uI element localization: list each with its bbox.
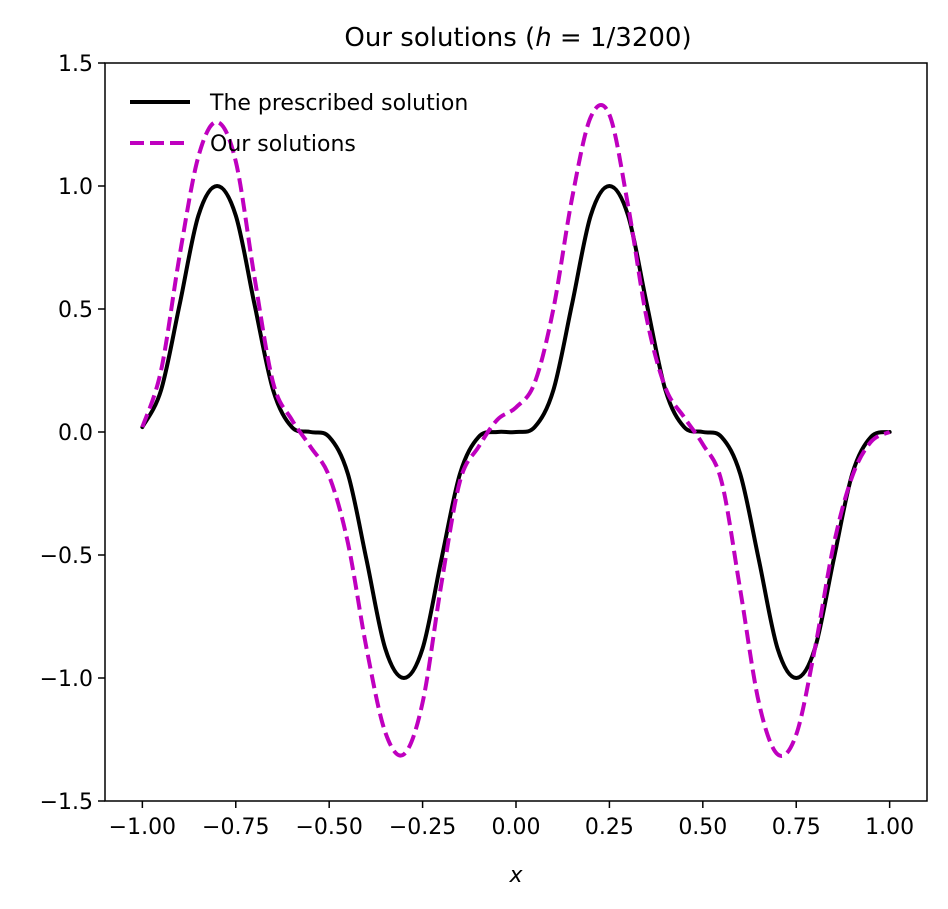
legend-label-2: Our solutions xyxy=(210,132,356,157)
x-tick-label: −0.25 xyxy=(389,815,456,840)
y-tick-label: −1.5 xyxy=(40,790,93,815)
y-tick-label: 0.5 xyxy=(58,298,93,323)
x-tick-label: 0.75 xyxy=(772,815,821,840)
chart-title-rest: = 1/3200) xyxy=(552,23,692,53)
series-line-1 xyxy=(140,184,892,680)
x-axis: −1.00 −0.75 −0.50 −0.25 0.00 0.25 0.50 0.75 1.00 xyxy=(109,801,914,840)
y-tick-label: 0.0 xyxy=(58,421,93,446)
x-axis-label: x xyxy=(508,863,523,888)
x-tick-label: −0.75 xyxy=(202,815,269,840)
y-axis: −1.5 −1.0 −0.5 0.0 0.5 1.0 1.5 xyxy=(40,52,105,815)
x-tick-label: −1.00 xyxy=(109,815,176,840)
x-tick-label: 0.25 xyxy=(585,815,634,840)
x-tick-label: −0.50 xyxy=(295,815,362,840)
chart-title-prefix: Our solutions ( xyxy=(344,23,535,53)
legend-label-1: The prescribed solution xyxy=(209,91,468,116)
y-tick-label: −1.0 xyxy=(40,667,93,692)
x-tick-label: 1.00 xyxy=(865,815,914,840)
x-tick-label: 0.50 xyxy=(678,815,727,840)
chart-title: Our solutions (h = 1/3200) xyxy=(344,23,691,53)
x-tick-label: 0.00 xyxy=(492,815,541,840)
series-lines xyxy=(140,103,892,758)
series-line-2 xyxy=(140,103,891,758)
y-tick-label: −0.5 xyxy=(40,544,93,569)
y-tick-label: 1.5 xyxy=(58,52,93,77)
legend: The prescribed solution Our solutions xyxy=(130,91,468,157)
y-tick-label: 1.0 xyxy=(58,175,93,200)
chart-title-var: h xyxy=(535,23,551,53)
